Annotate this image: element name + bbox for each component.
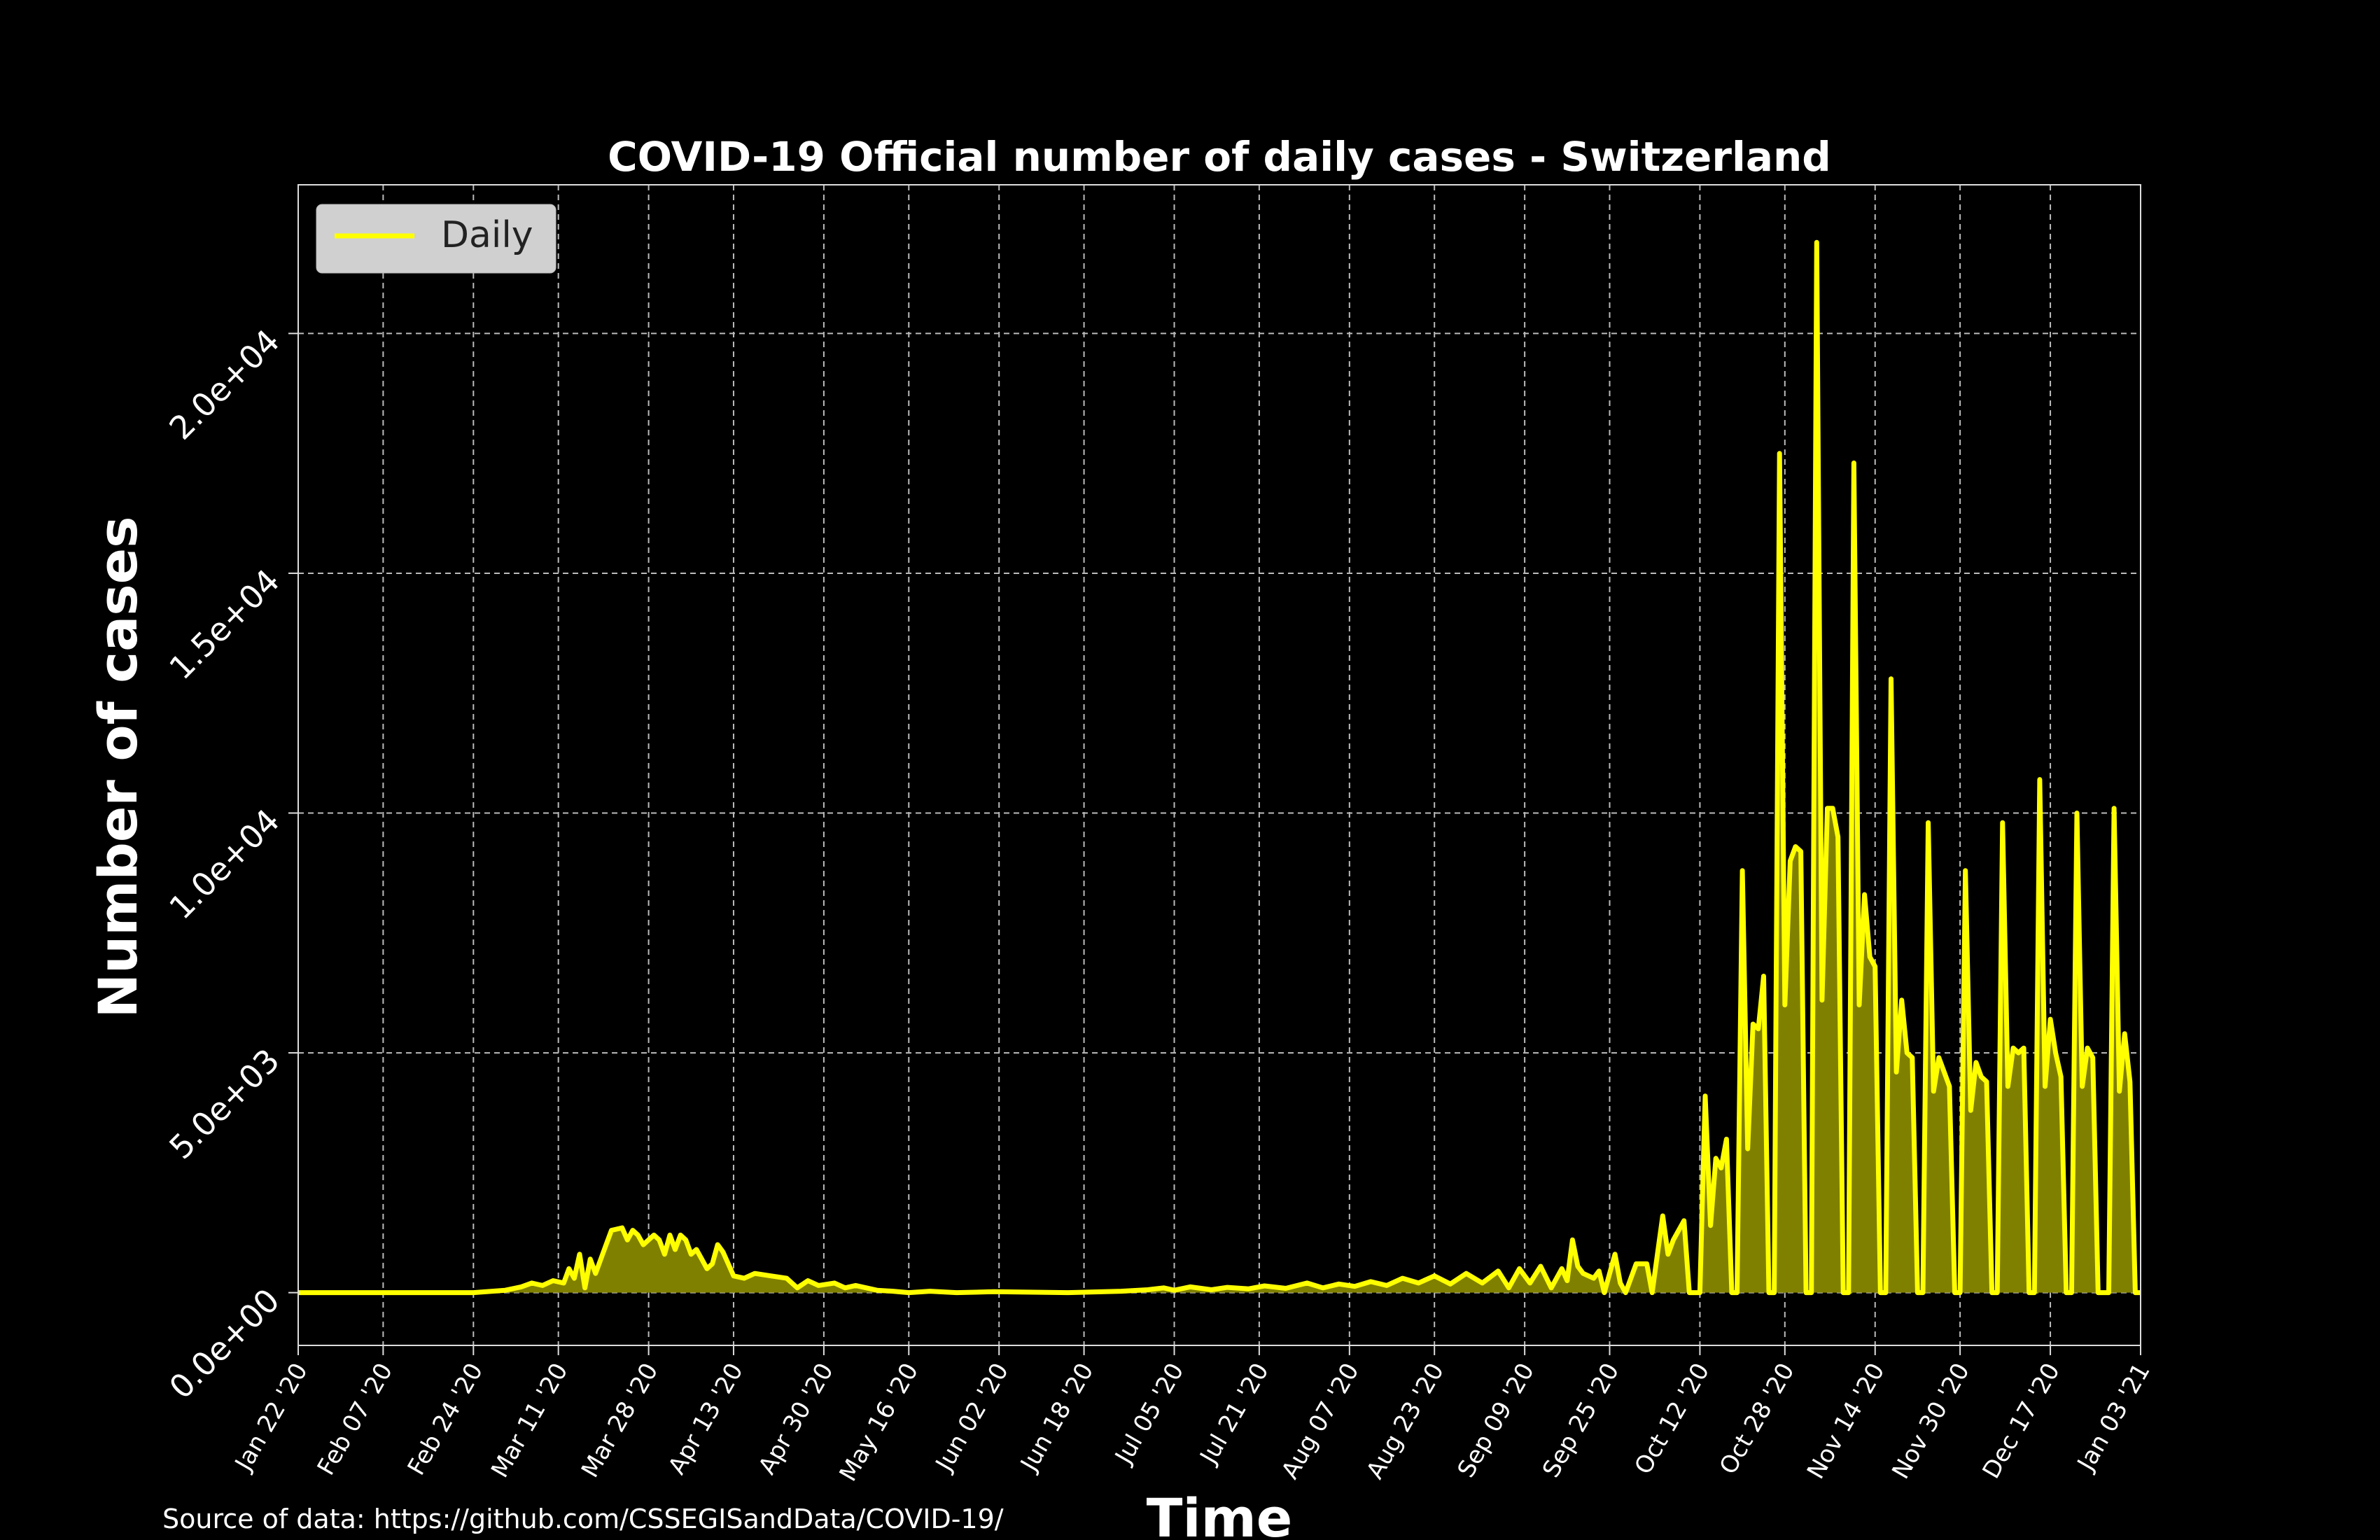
chart-title: COVID-19 Official number of daily cases … [608,133,1831,181]
plot-frame [298,184,2141,1346]
y-axis-label: Number of cases [87,517,149,1018]
x-axis-label: Time [1147,1487,1293,1540]
series-line-daily [298,239,2141,1296]
series-line-group [298,239,2141,1296]
legend-entry-daily: Daily [441,214,533,256]
legend-box [316,204,556,274]
source-note: Source of data: https://github.com/CSSEG… [162,1504,1004,1534]
legend: Daily [316,204,556,274]
